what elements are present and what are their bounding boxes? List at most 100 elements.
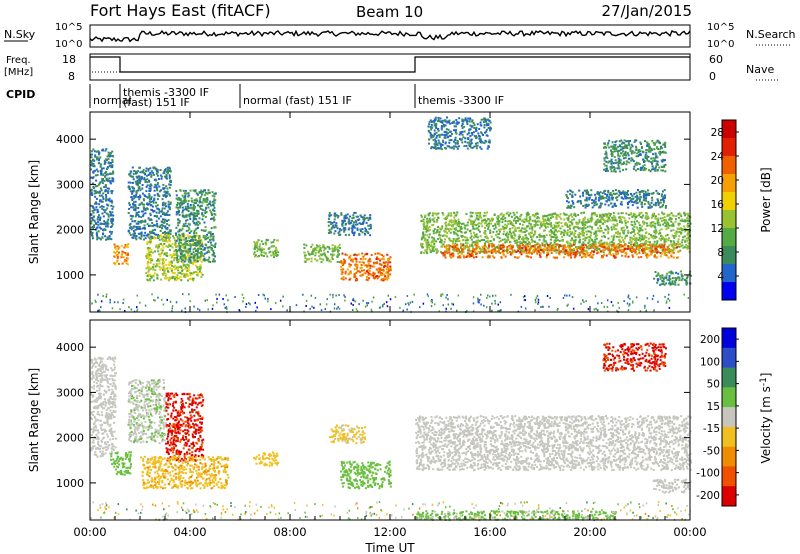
echo-cell <box>355 260 358 263</box>
echo-cell <box>614 247 617 250</box>
echo-cell <box>184 276 187 278</box>
echo-cell <box>506 239 509 242</box>
echo-cell <box>162 172 165 175</box>
echo-cell <box>516 256 519 259</box>
echo-cell <box>198 267 201 270</box>
echo-cell <box>445 225 448 228</box>
echo-cell <box>650 236 653 239</box>
echo-cell <box>307 250 309 253</box>
echo-cell <box>166 276 169 279</box>
echo-cell <box>194 217 197 220</box>
echo-cell <box>562 232 565 235</box>
ground-scatter-cell <box>386 305 389 308</box>
echo-cell <box>457 247 459 250</box>
echo-cell <box>200 253 203 256</box>
echo-cell <box>164 236 167 239</box>
ground-scatter-cell <box>215 293 217 296</box>
echo-cell <box>502 213 505 216</box>
ground-scatter-cell <box>440 295 442 298</box>
echo-cell <box>473 223 476 226</box>
echo-cell <box>123 260 126 263</box>
echo-cell <box>556 243 559 246</box>
echo-cell <box>629 213 631 216</box>
echo-cell <box>623 232 625 235</box>
echo-cell <box>164 267 167 270</box>
noise-left-tick-low: 10^0 <box>55 39 82 50</box>
echo-cell <box>653 250 656 253</box>
echo-cell <box>642 252 644 255</box>
echo-cell <box>632 235 635 237</box>
echo-cell <box>567 254 570 257</box>
echo-cell <box>420 238 423 241</box>
echo-cell <box>566 242 569 245</box>
echo-cell <box>505 241 508 243</box>
echo-cell <box>592 243 595 246</box>
noise-sky-line <box>89 29 691 43</box>
echo-cell <box>315 249 318 252</box>
echo-cell <box>527 220 530 223</box>
echo-cell <box>540 235 543 238</box>
echo-cell <box>122 256 125 259</box>
echo-cell <box>555 237 558 240</box>
echo-cell <box>567 217 570 219</box>
echo-cell <box>421 243 424 245</box>
echo-cell <box>136 171 139 174</box>
echo-cell <box>504 241 507 244</box>
echo-cell <box>429 219 432 222</box>
echo-cell <box>200 229 203 232</box>
echo-cell <box>671 234 674 237</box>
ground-scatter-cell <box>387 294 390 297</box>
echo-cell <box>102 198 105 200</box>
echo-cell <box>109 212 112 215</box>
echo-cell <box>149 238 152 241</box>
echo-cell <box>432 224 435 227</box>
echo-cell <box>485 220 488 222</box>
echo-cell <box>481 248 484 251</box>
echo-cell <box>143 208 146 211</box>
echo-cell <box>572 243 575 246</box>
echo-cell <box>673 243 676 246</box>
echo-cell <box>184 222 187 225</box>
echo-cell <box>101 212 104 215</box>
echo-cell <box>618 239 621 242</box>
echo-cell <box>547 218 550 220</box>
echo-cell <box>543 245 546 248</box>
echo-cell <box>365 230 368 233</box>
echo-cell <box>521 244 524 246</box>
echo-cell <box>185 214 188 217</box>
echo-cell <box>618 216 621 219</box>
echo-cell <box>151 266 154 269</box>
echo-cell <box>100 168 103 171</box>
echo-cell <box>358 218 361 221</box>
echo-cell <box>524 231 526 233</box>
echo-cell <box>609 241 612 244</box>
echo-cell <box>601 243 604 246</box>
echo-cell <box>498 233 500 236</box>
echo-cell <box>174 253 177 256</box>
echo-cell <box>608 242 611 245</box>
echo-cell <box>501 225 504 228</box>
echo-cell <box>315 246 318 249</box>
ground-scatter-cell <box>441 293 444 296</box>
echo-cell <box>105 199 108 202</box>
echo-cell <box>673 247 676 250</box>
echo-cell <box>199 264 202 267</box>
echo-cell <box>273 238 276 241</box>
echo-cell <box>162 246 165 249</box>
echo-cell <box>677 213 680 216</box>
echo-cell <box>156 224 159 227</box>
echo-cell <box>343 220 346 222</box>
echo-cell <box>351 217 354 220</box>
echo-cell <box>596 219 599 222</box>
echo-cell <box>661 246 664 249</box>
echo-cell <box>452 238 455 240</box>
echo-cell <box>200 260 203 263</box>
echo-cell <box>181 227 184 230</box>
echo-cell <box>179 206 182 209</box>
ground-scatter-cell <box>492 294 494 297</box>
echo-cell <box>349 254 352 257</box>
echo-cell <box>188 215 191 218</box>
echo-cell <box>147 270 150 273</box>
echo-cell <box>168 238 171 241</box>
echo-cell <box>677 231 680 234</box>
